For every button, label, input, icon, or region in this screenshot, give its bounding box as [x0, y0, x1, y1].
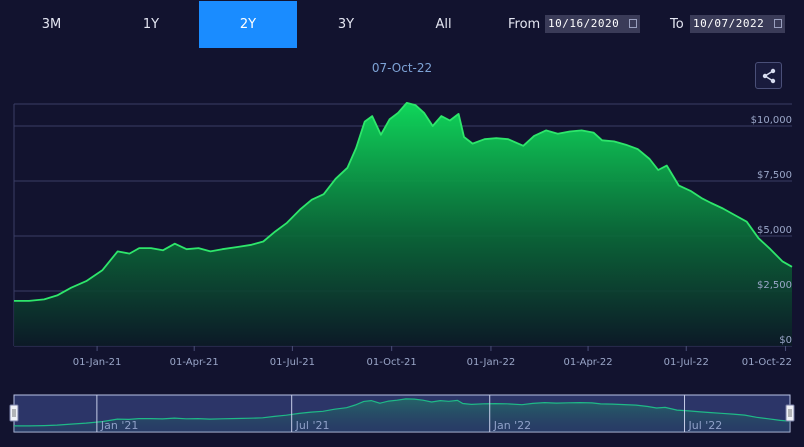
x-tick-label: 01-Apr-21 [170, 357, 219, 368]
x-tick-label: 01-Oct-21 [367, 357, 417, 368]
y-tick-label: $0 [779, 335, 792, 346]
navigator-tick-label: Jan '21 [100, 419, 138, 432]
range-button-all[interactable]: All [435, 17, 452, 32]
area-fill [14, 102, 792, 347]
range-button-2y[interactable]: 2Y [199, 1, 297, 48]
navigator-handle-left[interactable] [9, 404, 19, 422]
x-axis: 01-Jan-21 01-Apr-21 01-Jul-21 01-Oct-21 01-J… [73, 346, 792, 368]
navigator-handle-right[interactable] [785, 404, 795, 422]
y-axis: $0 $2,500 $5,000 $7,500 $10,000 [751, 115, 792, 346]
from-label: From [508, 17, 541, 32]
chart-title: 07-Oct-22 [371, 61, 433, 75]
to-label: To [670, 17, 684, 32]
range-button-3m[interactable]: 3M [41, 17, 62, 32]
navigator-tick-label: Jul '22 [688, 419, 723, 432]
y-tick-label: $2,500 [757, 280, 792, 291]
x-tick-label: 01-Apr-22 [564, 357, 613, 368]
x-tick-label: 01-Jan-21 [73, 357, 122, 368]
to-date-input[interactable]: 10/07/2022 [690, 15, 785, 33]
navigator[interactable]: Jan '21 Jul '21 Jan '22 Jul '22 [9, 394, 795, 433]
x-tick-label: 01-Jul-22 [664, 357, 709, 368]
share-button[interactable] [755, 62, 782, 89]
y-tick-label: $10,000 [751, 115, 792, 126]
series-area [14, 102, 793, 347]
navigator-area [14, 398, 790, 432]
from-date-input[interactable]: 10/16/2020 [545, 15, 640, 33]
from-date-value: 10/16/2020 [548, 17, 620, 30]
navigator-tick-label: Jul '21 [295, 419, 330, 432]
range-button-3y[interactable]: 3Y [337, 17, 355, 32]
calendar-icon[interactable] [629, 19, 637, 28]
navigator-tick-label: Jan '22 [493, 419, 531, 432]
y-tick-label: $5,000 [757, 225, 792, 236]
series-line [14, 102, 793, 302]
share-icon [762, 68, 776, 84]
calendar-icon[interactable] [774, 19, 782, 28]
x-tick-label: 01-Oct-22 [742, 357, 792, 368]
to-date-value: 10/07/2022 [693, 17, 765, 30]
x-tick-label: 01-Jul-21 [270, 357, 315, 368]
y-tick-label: $7,500 [757, 170, 792, 181]
x-tick-label: 01-Jan-22 [467, 357, 516, 368]
range-button-1y[interactable]: 1Y [142, 17, 160, 32]
navigator-line [14, 398, 791, 427]
range-selector: 3M 1Y 2Y 3Y All From 10/16/2020 To 10/07… [0, 0, 804, 48]
